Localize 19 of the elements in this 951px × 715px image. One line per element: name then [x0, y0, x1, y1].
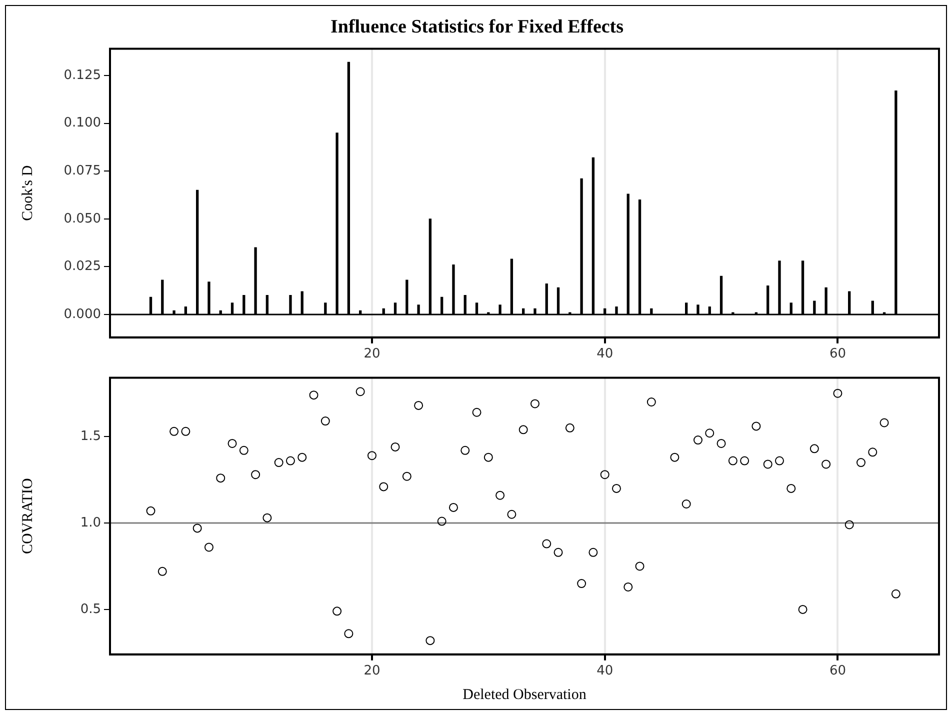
y-tick-label: 0.050	[64, 211, 101, 226]
y-tick-label: 0.125	[64, 68, 101, 83]
x-tick-label: 20	[364, 346, 380, 362]
y-tick-label: 0.075	[64, 163, 101, 178]
chart-title: Influence Statistics for Fixed Effects	[330, 16, 624, 38]
y-axis-title: Cook's D	[20, 165, 36, 221]
x-tick-label: 40	[596, 664, 614, 679]
x-tick-label: 40	[596, 346, 614, 362]
x-tick-label: 60	[829, 664, 846, 679]
y-tick-label: 1.5	[80, 428, 101, 444]
x-tick-label: 20	[364, 664, 380, 679]
y-tick-label: 0.000	[64, 306, 101, 322]
y-tick-label: 1.0	[80, 515, 101, 530]
x-tick-label: 60	[829, 346, 846, 362]
y-tick-label: 0.5	[80, 602, 101, 617]
y-tick-label: 0.025	[64, 259, 101, 274]
y-tick-label: 0.100	[64, 116, 101, 131]
x-axis-title: Deleted Observation	[462, 686, 587, 703]
y-axis-title: COVRATIO	[20, 478, 36, 554]
